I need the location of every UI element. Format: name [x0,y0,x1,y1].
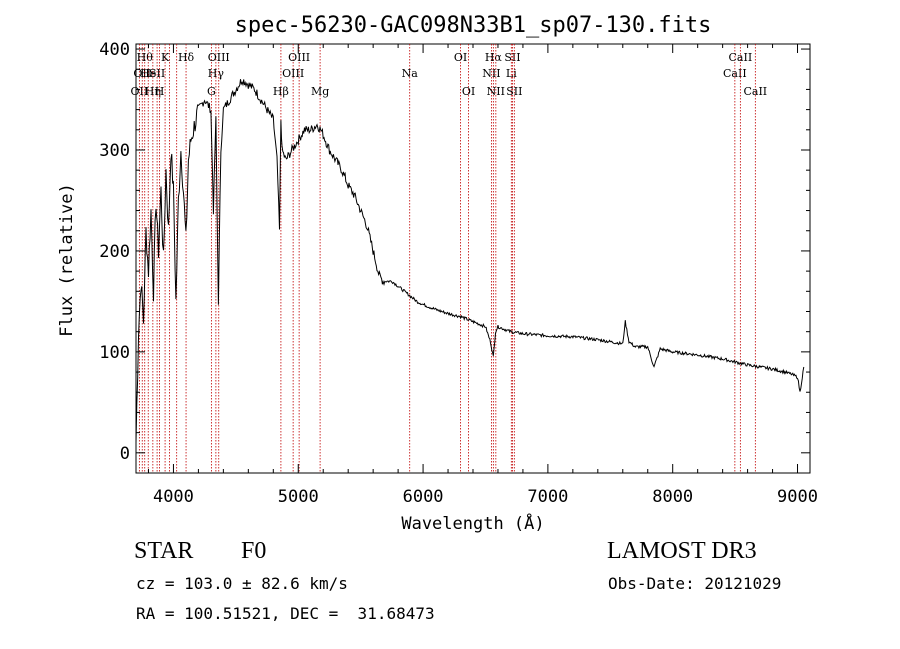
spectral-line-label: He [140,67,156,80]
object-subclass: F0 [241,538,267,564]
y-tick-label: 0 [120,444,130,464]
x-tick-label: 5000 [278,487,319,507]
spectral-line-label: OI [454,51,467,64]
x-tick-label: 8000 [652,487,693,507]
spectral-line-label: CaII [723,67,747,80]
spectral-line-label: OII [133,67,151,80]
spectral-line-label: SII [504,51,520,64]
spectral-line-label: NII [482,67,500,80]
axes-ticks: 4000 5000 6000 7000 8000 9000 0 100 200 300 400 [99,40,818,507]
spectral-line-label: OIII [282,67,304,80]
spectral-line-label: Mg [311,85,329,98]
y-tick-label: 400 [99,40,130,60]
spectral-line-label: Hα [485,51,503,64]
y-tick-label: 100 [99,343,130,363]
spectral-line-label: K [161,51,170,64]
x-tick-label: 4000 [153,487,194,507]
spectral-lines: OII OII Hθ He Hη SII H K Hδ G Hγ OIII Hβ OIII OIII Mg Na… [131,44,767,473]
x-tick-label: 7000 [527,487,568,507]
spectral-line-label: G [207,85,216,98]
spectral-line-label: H [155,85,165,98]
x-tick-label: 9000 [777,487,818,507]
spectral-line-label: SII [149,67,165,80]
spectral-line-label: OIII [208,51,230,64]
spectral-line-label: Hγ [208,67,225,80]
survey-name: LAMOST DR3 [607,538,757,564]
spectral-line-label: Hβ [273,85,289,98]
spectral-line-label: Hη [145,85,161,98]
coordinates: RA = 100.51521, DEC = 31.68473 [136,604,435,623]
x-tick-label: 6000 [403,487,444,507]
flux-series-line [135,79,805,443]
redshift-velocity: cz = 103.0 ± 82.6 km/s [136,574,348,593]
plot-frame [135,43,811,474]
y-tick-label: 300 [99,141,130,161]
object-class: STAR [134,538,194,564]
y-tick-label: 200 [99,242,130,262]
spectral-line-label: OI [462,85,475,98]
spectral-line-label: CaII [743,85,767,98]
spectral-line-label: Hθ [137,51,154,64]
spectral-line-label: NII [487,85,505,98]
observation-date: Obs-Date: 20121029 [608,574,782,593]
x-axis-label: Wavelength (Å) [401,512,544,534]
spectral-line-label: Li [506,67,517,80]
y-axis-label: Flux (relative) [57,183,77,337]
chart-title: spec-56230-GAC098N33B1_sp07-130.fits [235,13,712,38]
spectrum-chart: OII OII Hθ He Hη SII H K Hδ G Hγ OIII Hβ OIII OIII Mg Na… [57,13,818,534]
spectral-line-label: OII [131,85,149,98]
spectral-line-label: Hδ [178,51,195,64]
spectral-line-label: OIII [288,51,310,64]
spectral-line-label: CaII [729,51,753,64]
spectral-line-label: SII [506,85,522,98]
spectral-line-label: Na [402,67,419,80]
